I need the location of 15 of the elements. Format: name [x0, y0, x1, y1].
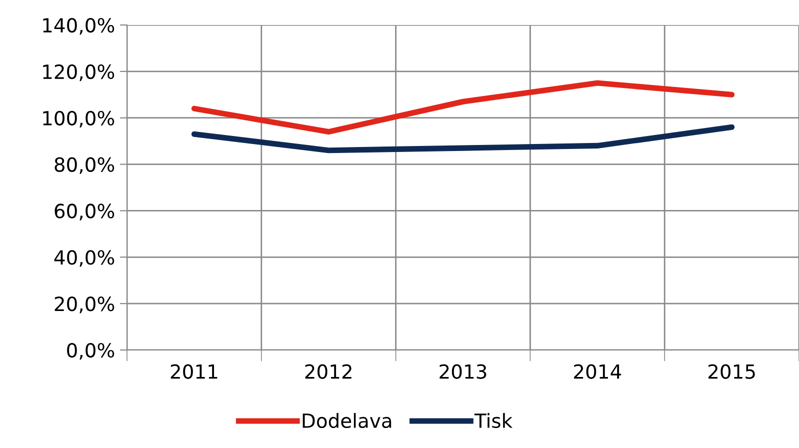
- legend-label: Dodelava: [302, 413, 392, 428]
- y-tick-label: 140,0%: [43, 18, 114, 35]
- x-tick-label: 2011: [170, 364, 218, 379]
- y-tick-label: 100,0%: [43, 110, 114, 128]
- x-tick-label: 2015: [708, 364, 755, 379]
- y-tick-label: 120,0%: [43, 64, 114, 82]
- y-tick-label: 20,0%: [54, 296, 114, 314]
- legend-label: Tisk: [474, 413, 513, 428]
- y-tick-label: 0,0%: [67, 342, 114, 360]
- y-tick-label: 40,0%: [54, 250, 114, 267]
- x-tick-label: 2013: [440, 364, 486, 379]
- y-tick-label: 60,0%: [54, 204, 114, 220]
- x-tick-label: 2014: [574, 364, 622, 379]
- x-tick-label: 2012: [305, 364, 352, 379]
- y-tick-label: 80,0%: [54, 157, 114, 174]
